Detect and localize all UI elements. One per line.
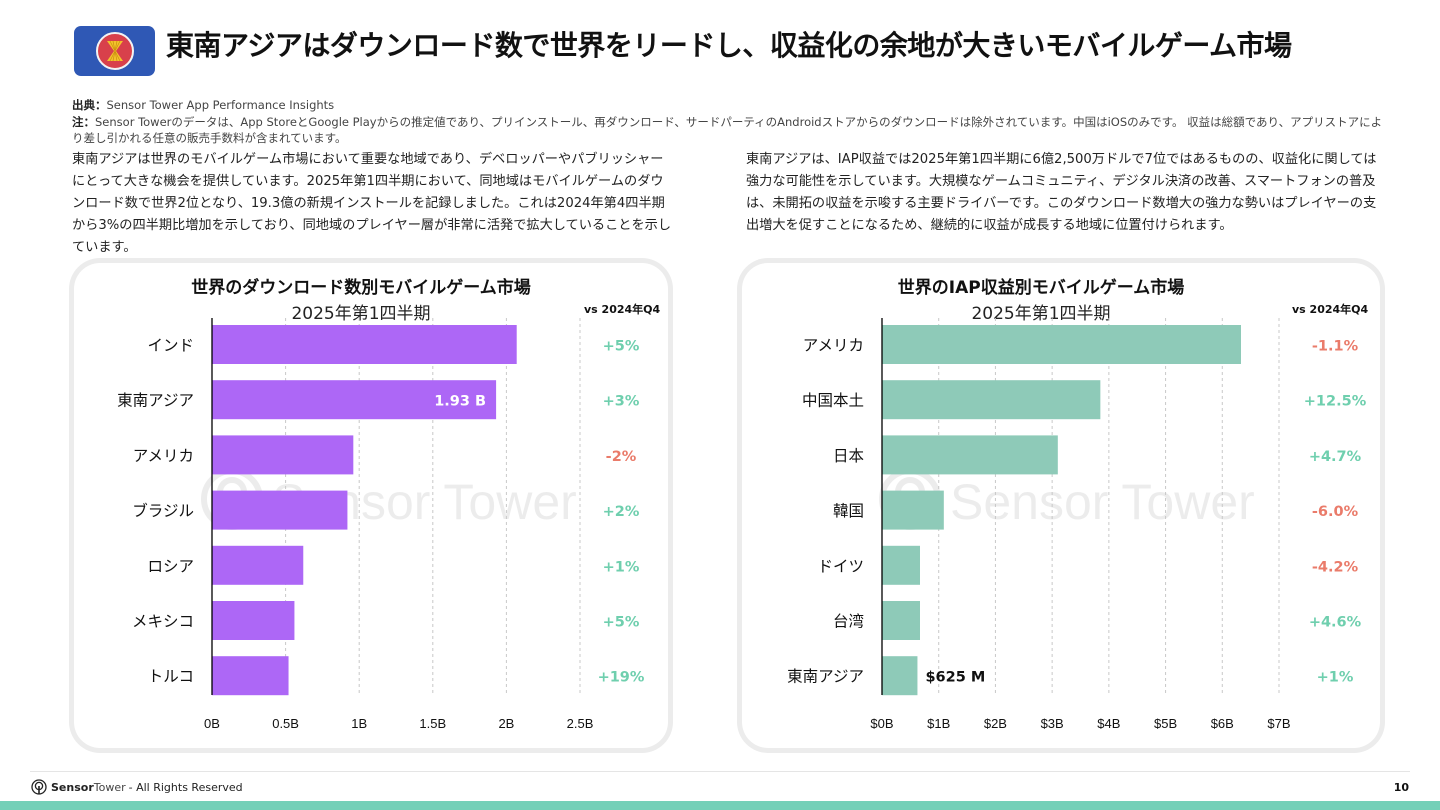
change-label: -1.1% bbox=[1312, 339, 1359, 355]
x-tick-label: 2.5B bbox=[567, 716, 594, 731]
category-label: アメリカ bbox=[803, 337, 864, 355]
category-label: ロシア bbox=[147, 557, 194, 575]
downloads-paragraph: 東南アジアは世界のモバイルゲーム市場において重要な地域であり、デベロッパーやパブ… bbox=[72, 152, 672, 255]
bar bbox=[882, 380, 1101, 420]
change-label: +4.6% bbox=[1309, 615, 1362, 631]
chart-title: 世界のダウンロード数別モバイルゲーム市場 bbox=[191, 278, 531, 298]
change-label: -2% bbox=[606, 449, 637, 465]
bar bbox=[212, 601, 295, 640]
change-header: vs 2024年Q4 bbox=[1292, 303, 1369, 316]
bar bbox=[212, 656, 289, 696]
source-text: Sensor Tower App Performance Insights bbox=[106, 98, 335, 112]
change-label: +5% bbox=[603, 339, 640, 355]
brand-sensor: Sensor bbox=[51, 780, 94, 794]
category-label: トルコ bbox=[148, 668, 194, 686]
change-label: -6.0% bbox=[1312, 504, 1359, 520]
page-title: 東南アジアはダウンロード数で世界をリードし、収益化の余地が大きいモバイルゲーム市… bbox=[166, 29, 1292, 62]
x-tick-label: $2B bbox=[984, 716, 1007, 731]
notes: 出典：Sensor Tower App Performance Insights… bbox=[72, 97, 1392, 147]
x-tick-label: $0B bbox=[870, 716, 893, 731]
bar bbox=[882, 545, 920, 585]
bar bbox=[882, 325, 1242, 364]
sensor-tower-logo-icon bbox=[31, 779, 47, 795]
change-label: +4.7% bbox=[1309, 449, 1362, 465]
brand-tower: Tower bbox=[93, 780, 126, 794]
footer-brand: Sensor Tower - All Rights Reserved bbox=[31, 779, 243, 795]
category-label: 東南アジア bbox=[787, 668, 864, 686]
bar bbox=[882, 490, 944, 530]
category-label: インド bbox=[147, 337, 194, 355]
x-tick-label: $4B bbox=[1097, 716, 1120, 731]
category-label: 韓国 bbox=[833, 502, 864, 520]
category-label: ドイツ bbox=[817, 557, 864, 575]
note-label: 注： bbox=[72, 114, 95, 129]
x-tick-label: 2B bbox=[498, 716, 514, 731]
bar bbox=[212, 380, 497, 420]
category-label: 台湾 bbox=[833, 613, 864, 631]
rice-stalks-icon bbox=[106, 40, 123, 62]
bar bbox=[882, 656, 918, 696]
rights-text: - All Rights Reserved bbox=[128, 780, 243, 794]
category-label: 東南アジア bbox=[117, 392, 194, 410]
change-label: +3% bbox=[603, 394, 640, 410]
footnote: 注：Sensor Towerのデータは、App StoreとGoogle Pla… bbox=[72, 114, 1392, 147]
x-tick-label: $7B bbox=[1267, 716, 1290, 731]
x-tick-label: $6B bbox=[1211, 716, 1234, 731]
x-tick-label: 0.5B bbox=[272, 716, 299, 731]
bottom-accent-bar bbox=[0, 801, 1440, 810]
chart-subtitle: 2025年第1四半期 bbox=[971, 304, 1111, 324]
x-tick-label: 1B bbox=[351, 716, 367, 731]
category-label: メキシコ bbox=[132, 613, 194, 631]
bar bbox=[882, 601, 920, 640]
watermark: Sensor Tower bbox=[879, 468, 1255, 530]
bar bbox=[212, 490, 348, 530]
footer-divider bbox=[30, 771, 1410, 772]
bar bbox=[212, 435, 354, 475]
change-label: +1% bbox=[603, 559, 640, 575]
page-number: 10 bbox=[1393, 781, 1409, 794]
change-label: +5% bbox=[603, 615, 640, 631]
change-label: +1% bbox=[1317, 670, 1354, 686]
data-label: 1.93 B bbox=[434, 394, 486, 410]
change-label: +2% bbox=[603, 504, 640, 520]
bar bbox=[882, 435, 1058, 475]
source-note: 出典：Sensor Tower App Performance Insights bbox=[72, 97, 1392, 114]
change-header: vs 2024年Q4 bbox=[584, 303, 661, 316]
category-label: ブラジル bbox=[132, 501, 194, 520]
revenue-bar-chart: Sensor Tower $0B $1B $2B $3B $4B $5B $6B $7B アメリカ… bbox=[787, 318, 1367, 731]
change-label: +12.5% bbox=[1304, 394, 1367, 410]
bar bbox=[212, 325, 517, 364]
x-tick-label: $1B bbox=[927, 716, 950, 731]
downloads-chart-card: 世界のダウンロード数別モバイルゲーム市場 2025年第1四半期 vs 2024年… bbox=[74, 263, 668, 748]
chart-subtitle: 2025年第1四半期 bbox=[291, 304, 431, 324]
category-label: 中国本土 bbox=[802, 392, 864, 410]
note-text: Sensor Towerのデータは、App StoreとGoogle Playか… bbox=[72, 114, 1383, 146]
watermark-text: Sensor Tower bbox=[950, 474, 1255, 530]
asean-emblem bbox=[95, 32, 134, 70]
data-label: $625 M bbox=[925, 670, 985, 686]
change-label: -4.2% bbox=[1312, 559, 1359, 575]
x-tick-label: 1.5B bbox=[419, 716, 446, 731]
revenue-paragraph: 東南アジアは、IAP収益では2025年第1四半期に6億2,500万ドルで7位では… bbox=[746, 152, 1377, 233]
x-tick-label: $5B bbox=[1154, 716, 1177, 731]
bar bbox=[212, 545, 304, 585]
change-label: +19% bbox=[598, 670, 645, 686]
category-label: アメリカ bbox=[133, 447, 194, 465]
x-tick-label: 0B bbox=[204, 716, 220, 731]
revenue-chart-card: 世界のIAP収益別モバイルゲーム市場 2025年第1四半期 vs 2024年Q4… bbox=[742, 263, 1380, 748]
chart-title: 世界のIAP収益別モバイルゲーム市場 bbox=[897, 278, 1185, 298]
x-tick-label: $3B bbox=[1041, 716, 1064, 731]
category-label: 日本 bbox=[833, 447, 864, 465]
source-label: 出典： bbox=[72, 98, 107, 112]
asean-flag-icon bbox=[74, 26, 155, 76]
